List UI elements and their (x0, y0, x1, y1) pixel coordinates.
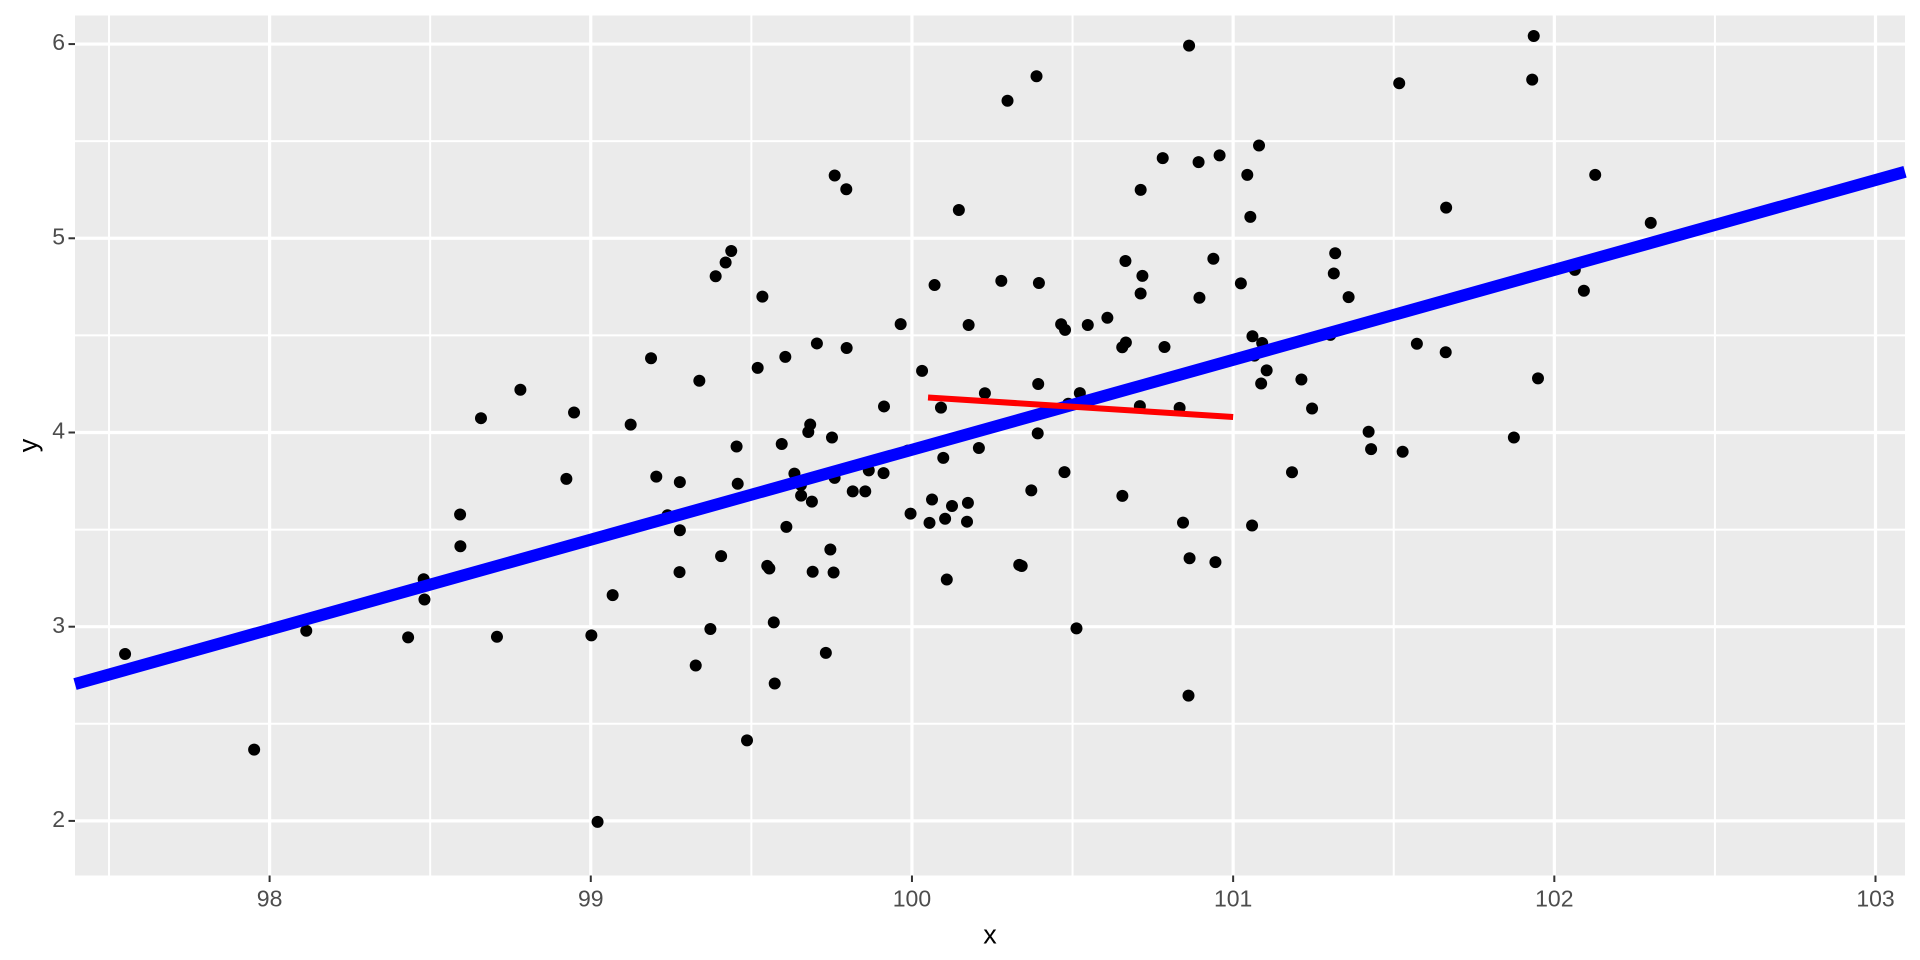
svg-text:6: 6 (52, 29, 65, 55)
svg-text:101: 101 (1214, 886, 1252, 912)
svg-text:98: 98 (257, 886, 283, 912)
svg-text:100: 100 (893, 886, 931, 912)
svg-text:4: 4 (52, 418, 65, 444)
svg-text:103: 103 (1856, 886, 1894, 912)
svg-text:3: 3 (52, 612, 65, 638)
svg-text:x: x (983, 920, 997, 950)
svg-text:2: 2 (52, 806, 65, 832)
svg-text:99: 99 (578, 886, 604, 912)
svg-text:5: 5 (52, 223, 65, 249)
svg-text:102: 102 (1535, 886, 1573, 912)
svg-text:y: y (13, 438, 43, 452)
